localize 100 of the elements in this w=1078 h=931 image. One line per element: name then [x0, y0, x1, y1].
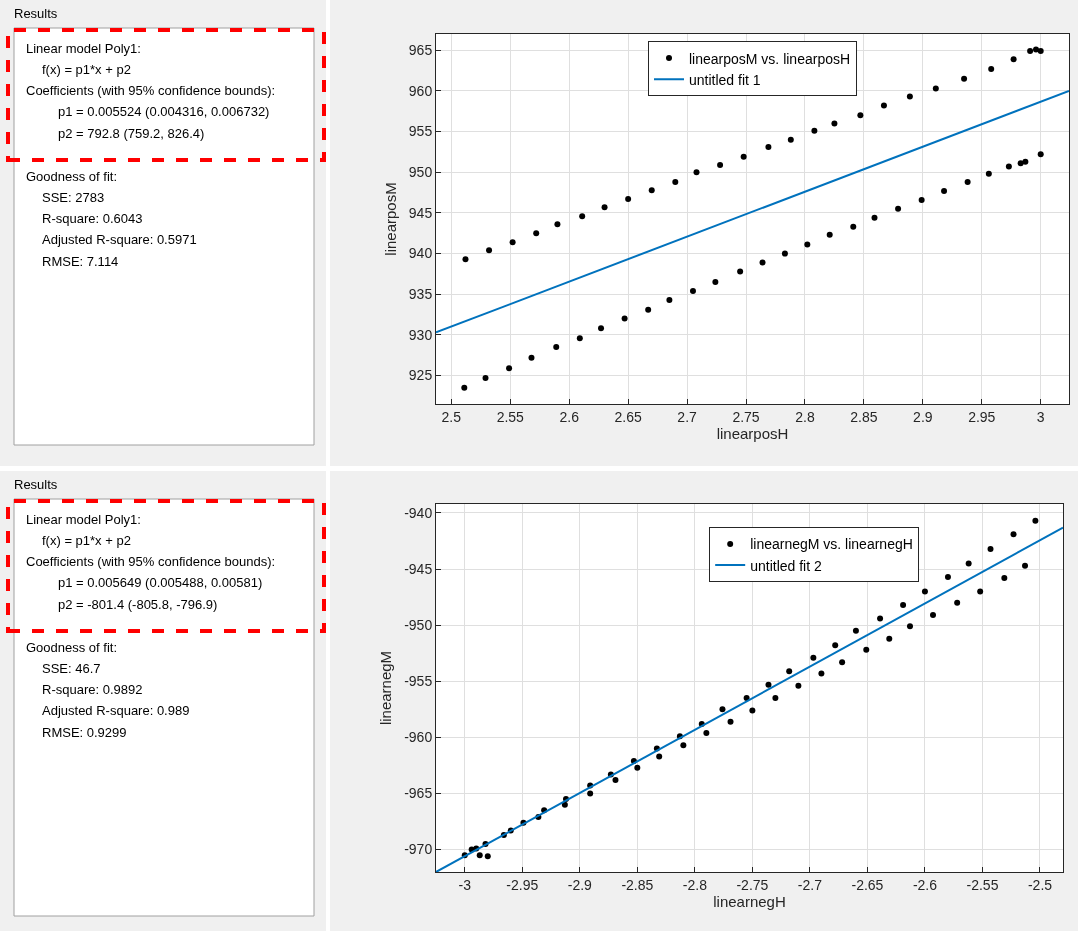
- point: [964, 179, 971, 185]
- point: [857, 112, 864, 119]
- x-tick-label: 3: [1036, 408, 1045, 425]
- text: Coefficients (with 95% confidence bounds):: [26, 83, 276, 98]
- text: SSE: 2783: [42, 190, 105, 205]
- y-tick-label: 925: [408, 367, 433, 384]
- x-tick-label: 2.9: [913, 408, 933, 425]
- point: [749, 707, 756, 714]
- point: [930, 612, 936, 619]
- point: [680, 742, 687, 749]
- y-tick-label: -950: [404, 617, 433, 634]
- point: [795, 682, 802, 689]
- text: f(x) = p1*x + p2: [42, 62, 131, 77]
- point: [482, 374, 489, 381]
- point: [645, 306, 652, 313]
- x-tick-label: -2.9: [567, 876, 593, 893]
- text: Linear model Poly1:: [26, 41, 141, 56]
- point: [486, 247, 493, 254]
- text: RMSE: 7.114: [42, 254, 119, 269]
- legend-label: untitled fit 1: [689, 71, 761, 88]
- point: [561, 801, 568, 808]
- point: [852, 627, 859, 634]
- x-tick-label: 2.5: [441, 408, 462, 425]
- point: [625, 196, 632, 203]
- y-axis-title: linearposM: [382, 182, 400, 256]
- text: p1 = 0.005524 (0.004316, 0.006732): [58, 104, 270, 119]
- point: [621, 315, 628, 322]
- x-tick-label: 2.65: [614, 408, 642, 425]
- point: [506, 365, 513, 372]
- point: [476, 852, 483, 859]
- point: [656, 753, 663, 760]
- x-tick-label: -2.5: [1027, 876, 1053, 893]
- point: [961, 75, 968, 82]
- point: [987, 545, 994, 552]
- x-tick-label: 2.55: [496, 408, 525, 425]
- x-tick-label: -3: [458, 876, 472, 893]
- y-tick-label: 935: [408, 286, 433, 303]
- point: [576, 335, 583, 342]
- text: p2 = 792.8 (759.2, 826.4): [58, 126, 205, 141]
- point: [941, 187, 948, 194]
- point: [831, 120, 838, 127]
- point: [634, 764, 641, 771]
- y-tick-label: 945: [408, 204, 433, 221]
- point: [932, 85, 939, 92]
- text: R-square: 0.6043: [42, 211, 143, 226]
- point: [689, 287, 696, 294]
- x-tick-label: -2.85: [621, 876, 654, 893]
- point: [672, 179, 679, 185]
- x-tick-label: -2.7: [797, 876, 823, 893]
- y-tick-label: 960: [408, 82, 433, 99]
- text: Goodness of fit:: [26, 640, 118, 655]
- point: [509, 239, 516, 246]
- point: [759, 259, 766, 266]
- x-tick-label: -2.8: [682, 876, 708, 893]
- point: [786, 668, 793, 675]
- y-tick-label: 955: [408, 123, 433, 140]
- point: [740, 153, 747, 160]
- text: RMSE: 0.9299: [42, 725, 127, 740]
- point: [484, 853, 491, 860]
- x-tick-label: 2.7: [677, 408, 698, 425]
- point: [772, 695, 779, 702]
- point: [1022, 158, 1029, 165]
- y-tick-label: 940: [408, 245, 433, 262]
- y-axis-title: linearnegM: [377, 650, 395, 726]
- point: [553, 344, 560, 351]
- point: [737, 268, 744, 275]
- text: R-square: 0.9892: [42, 682, 143, 697]
- y-tick-label: 965: [408, 42, 433, 59]
- point: [871, 214, 878, 221]
- point: [804, 241, 811, 248]
- point: [693, 169, 700, 176]
- text: f(x) = p1*x + p2: [42, 533, 131, 548]
- text: p2 = -801.4 (-805.8, -796.9): [58, 597, 218, 612]
- point: [1027, 48, 1034, 55]
- point: [1032, 517, 1039, 524]
- point: [826, 231, 833, 238]
- point: [598, 325, 605, 332]
- point: [765, 144, 772, 151]
- text: Adjusted R-square: 0.989: [42, 703, 190, 718]
- point: [811, 127, 818, 134]
- point: [900, 601, 907, 608]
- point: [1022, 562, 1029, 569]
- point: [954, 599, 961, 606]
- point: [1005, 163, 1012, 170]
- point: [528, 354, 535, 361]
- point: [719, 706, 726, 713]
- point: [781, 250, 788, 257]
- point: [666, 296, 673, 303]
- point: [944, 573, 951, 580]
- point: [880, 102, 887, 109]
- text: Coefficients (with 95% confidence bounds):: [26, 554, 276, 569]
- y-tick-label: -965: [404, 785, 433, 802]
- y-tick-label: -960: [404, 729, 433, 746]
- point: [648, 187, 655, 194]
- y-tick-label: -970: [404, 841, 433, 858]
- point: [712, 279, 719, 286]
- point: [587, 790, 594, 797]
- point: [703, 729, 710, 736]
- point: [895, 205, 902, 212]
- point: [554, 221, 561, 228]
